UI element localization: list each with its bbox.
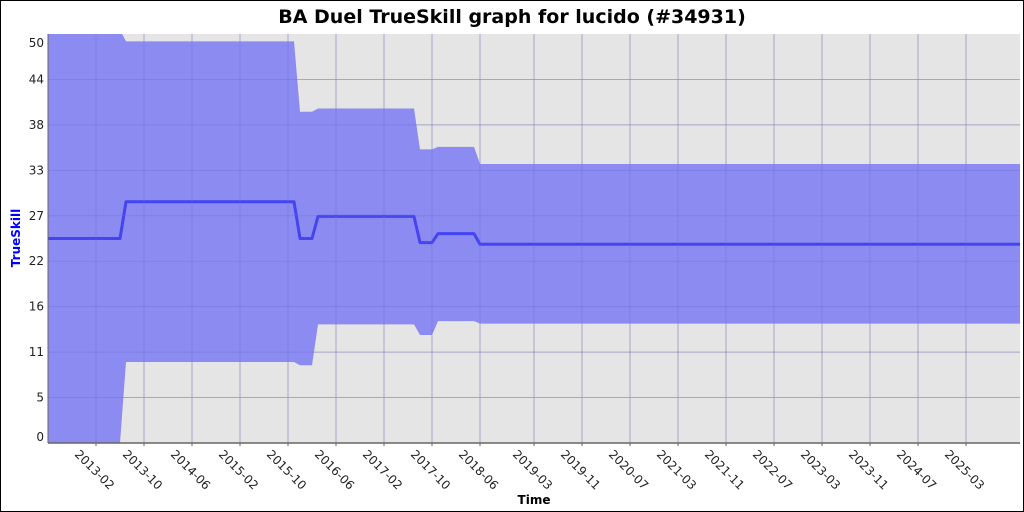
x-axis-label: Time bbox=[518, 493, 551, 507]
x-tick-label: 2025-03 bbox=[942, 447, 987, 492]
confidence-band bbox=[48, 34, 1020, 443]
x-tick-label: 2018-06 bbox=[456, 447, 501, 492]
x-tick-label: 2017-02 bbox=[360, 447, 405, 492]
y-tick-label: 33 bbox=[29, 163, 44, 177]
x-tick-label: 2024-07 bbox=[894, 447, 939, 492]
x-tick-label: 2022-07 bbox=[750, 447, 795, 492]
y-tick-label: 5 bbox=[36, 391, 44, 405]
y-tick-label: 50 bbox=[29, 36, 44, 50]
y-axis-label: TrueSkill bbox=[9, 209, 23, 267]
y-tick-label: 44 bbox=[29, 72, 44, 86]
x-tick-label: 2017-10 bbox=[408, 447, 453, 492]
series-group bbox=[48, 34, 1020, 443]
x-tick-label: 2013-02 bbox=[72, 447, 117, 492]
x-tick-label: 2015-02 bbox=[216, 447, 261, 492]
chart-title: BA Duel TrueSkill graph for lucido (#349… bbox=[278, 6, 746, 28]
trueskill-line bbox=[48, 200, 1020, 246]
y-tick-label: 0 bbox=[36, 430, 44, 444]
y-tick-label: 38 bbox=[29, 118, 44, 132]
y-tick-label: 22 bbox=[29, 254, 44, 268]
x-tick-label: 2013-10 bbox=[120, 447, 165, 492]
x-tick-label: 2019-11 bbox=[558, 447, 603, 492]
y-tick-label: 27 bbox=[29, 209, 44, 223]
x-tick-label: 2019-03 bbox=[510, 447, 555, 492]
x-tick-label: 2023-03 bbox=[798, 447, 843, 492]
x-tick-label: 2015-10 bbox=[264, 447, 309, 492]
x-tick-label: 2021-03 bbox=[654, 447, 699, 492]
x-tick-label: 2016-06 bbox=[312, 447, 357, 492]
y-tick-label: 16 bbox=[29, 300, 44, 314]
x-tick-label: 2021-11 bbox=[702, 447, 747, 492]
x-tick-label: 2023-11 bbox=[846, 447, 891, 492]
y-tick-label: 11 bbox=[29, 345, 44, 359]
x-tick-label: 2020-07 bbox=[606, 447, 651, 492]
x-tick-label: 2014-06 bbox=[168, 447, 213, 492]
